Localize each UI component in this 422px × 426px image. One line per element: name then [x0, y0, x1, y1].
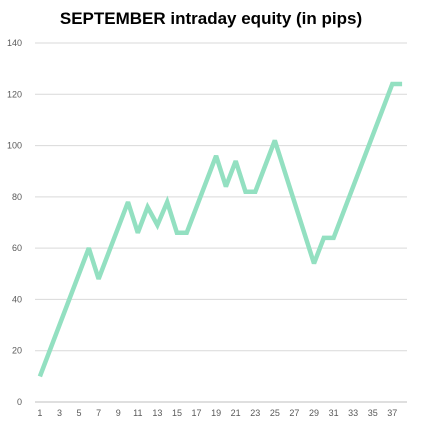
x-tick-label: 19 — [211, 408, 221, 418]
x-tick-label: 35 — [368, 408, 378, 418]
grid-lines — [35, 42, 407, 403]
x-tick-label: 21 — [231, 408, 241, 418]
x-tick-label: 37 — [387, 408, 397, 418]
x-tick-label: 13 — [152, 408, 162, 418]
y-tick-label: 100 — [7, 141, 22, 151]
x-tick-label: 15 — [172, 408, 182, 418]
y-tick-label: 120 — [7, 89, 22, 99]
x-tick-label: 11 — [133, 408, 142, 418]
y-tick-label: 20 — [12, 346, 22, 356]
x-tick-label: 33 — [348, 408, 358, 418]
x-tick-label: 7 — [96, 408, 101, 418]
x-tick-label: 23 — [250, 408, 260, 418]
y-tick-label: 80 — [12, 192, 22, 202]
y-axis-ticks: 0 20 40 60 80 100 120 140 — [7, 38, 22, 407]
y-tick-label: 60 — [12, 243, 22, 253]
x-tick-label: 3 — [57, 408, 62, 418]
x-tick-label: 9 — [116, 408, 121, 418]
chart-title: SEPTEMBER intraday equity (in pips) — [60, 9, 362, 28]
x-tick-label: 29 — [309, 408, 319, 418]
x-tick-label: 17 — [192, 408, 202, 418]
x-tick-label: 27 — [289, 408, 299, 418]
series-layer — [37, 81, 403, 378]
y-tick-label: 140 — [7, 38, 22, 48]
y-tick-label: 40 — [12, 294, 22, 304]
x-tick-label: 25 — [270, 408, 280, 418]
series-line-equity — [37, 81, 403, 378]
x-tick-label: 31 — [329, 408, 339, 418]
y-tick-label: 0 — [17, 397, 22, 407]
x-tick-label: 1 — [37, 408, 42, 418]
x-axis-ticks: 1 3 5 7 9 11 13 15 17 19 21 23 25 27 29 31 33 35 37 — [37, 408, 397, 418]
x-tick-label: 5 — [77, 408, 82, 418]
